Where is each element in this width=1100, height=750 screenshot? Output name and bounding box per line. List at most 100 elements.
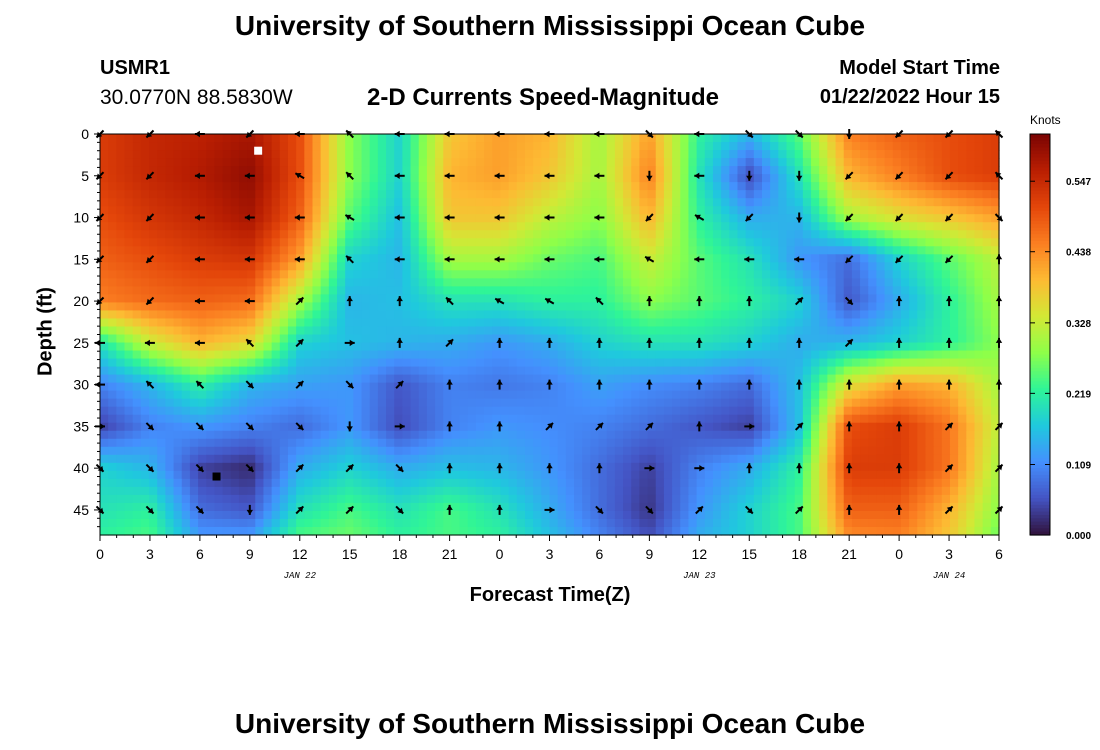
- heatmap-cell: [745, 262, 755, 271]
- heatmap-cell: [966, 238, 976, 247]
- heatmap-cell: [753, 398, 763, 408]
- heatmap-cell: [369, 278, 379, 287]
- heatmap-cell: [255, 350, 265, 360]
- heatmap-cell: [524, 318, 534, 328]
- heatmap-cell: [402, 422, 412, 432]
- heatmap-cell: [851, 158, 861, 167]
- heatmap-cell: [443, 446, 453, 456]
- heatmap-cell: [982, 198, 992, 207]
- heatmap-cell: [484, 166, 493, 175]
- heatmap-cell: [565, 246, 575, 255]
- heatmap-cell: [753, 286, 763, 295]
- heatmap-cell: [623, 422, 632, 432]
- heatmap-cell: [974, 286, 984, 295]
- heatmap-cell: [116, 278, 126, 287]
- heatmap-cell: [304, 286, 314, 295]
- heatmap-cell: [712, 382, 722, 392]
- heatmap-cell: [492, 182, 502, 191]
- heatmap-cell: [680, 366, 690, 376]
- heatmap-cell: [745, 438, 755, 448]
- heatmap-cell: [565, 358, 575, 368]
- heatmap-cell: [173, 206, 183, 215]
- heatmap-cell: [263, 174, 273, 183]
- heatmap-cell: [892, 478, 902, 488]
- heatmap-cell: [990, 206, 1000, 215]
- heatmap-cell: [157, 358, 166, 368]
- heatmap-cell: [361, 302, 371, 312]
- heatmap-cell: [721, 358, 730, 368]
- heatmap-cell: [255, 182, 265, 191]
- heatmap-cell: [827, 462, 837, 472]
- heatmap-cell: [721, 470, 730, 480]
- heatmap-cell: [802, 350, 812, 360]
- heatmap-cell: [917, 238, 927, 247]
- heatmap-cell: [402, 150, 412, 159]
- heatmap-cell: [704, 294, 714, 304]
- heatmap-cell: [337, 254, 346, 263]
- heatmap-cell: [181, 238, 191, 247]
- heatmap-cell: [353, 406, 363, 416]
- heatmap-cell: [296, 470, 305, 480]
- heatmap-cell: [704, 454, 714, 464]
- heatmap-cell: [345, 166, 354, 175]
- heatmap-cell: [729, 238, 739, 247]
- heatmap-cell: [206, 134, 216, 143]
- heatmap-cell: [696, 158, 706, 167]
- heatmap-cell: [238, 414, 248, 424]
- heatmap-cell: [876, 478, 886, 488]
- heatmap-cell: [811, 342, 820, 352]
- heatmap-cell: [712, 334, 722, 344]
- heatmap-cell: [132, 462, 142, 472]
- heatmap-cell: [647, 134, 657, 143]
- heatmap-cell: [794, 470, 804, 480]
- heatmap-cell: [860, 462, 869, 472]
- heatmap-cell: [312, 246, 322, 255]
- heatmap-cell: [484, 142, 493, 151]
- heatmap-cell: [974, 174, 984, 183]
- heatmap-cell: [933, 446, 943, 456]
- heatmap-cell: [606, 270, 616, 279]
- heatmap-cell: [761, 398, 771, 408]
- heatmap-cell: [312, 486, 322, 496]
- heatmap-cell: [778, 206, 788, 215]
- heatmap-cell: [835, 342, 845, 352]
- heatmap-cell: [557, 214, 567, 223]
- heatmap-cell: [149, 214, 158, 223]
- heatmap-cell: [639, 222, 649, 231]
- heatmap-cell: [451, 454, 461, 464]
- heatmap-cell: [459, 206, 469, 215]
- heatmap-cell: [827, 342, 837, 352]
- heatmap-cell: [819, 166, 828, 175]
- heatmap-cell: [100, 270, 109, 279]
- heatmap-cell: [369, 494, 379, 504]
- heatmap-cell: [108, 406, 117, 416]
- heatmap-cell: [296, 278, 305, 287]
- heatmap-cell: [238, 390, 248, 400]
- heatmap-cell: [745, 398, 755, 408]
- heatmap-cell: [157, 478, 166, 488]
- heatmap-cell: [974, 278, 984, 287]
- heatmap-cell: [386, 182, 395, 191]
- heatmap-cell: [238, 246, 248, 255]
- heatmap-cell: [655, 358, 665, 368]
- heatmap-cell: [884, 366, 894, 376]
- heatmap-cell: [149, 310, 158, 320]
- heatmap-cell: [631, 318, 640, 328]
- heatmap-cell: [860, 342, 869, 352]
- heatmap-cell: [287, 246, 297, 255]
- heatmap-cell: [704, 470, 714, 480]
- heatmap-cell: [328, 198, 338, 207]
- heatmap-cell: [100, 414, 109, 424]
- heatmap-cell: [623, 238, 632, 247]
- heatmap-cell: [320, 134, 330, 143]
- heatmap-cell: [108, 350, 117, 360]
- heatmap-cell: [565, 222, 575, 231]
- heatmap-cell: [484, 238, 493, 247]
- heatmap-cell: [492, 382, 502, 392]
- heatmap-cell: [639, 430, 649, 440]
- heatmap-cell: [680, 174, 690, 183]
- heatmap-cell: [696, 310, 706, 320]
- heatmap-cell: [435, 222, 444, 231]
- heatmap-cell: [614, 246, 624, 255]
- heatmap-cell: [451, 206, 461, 215]
